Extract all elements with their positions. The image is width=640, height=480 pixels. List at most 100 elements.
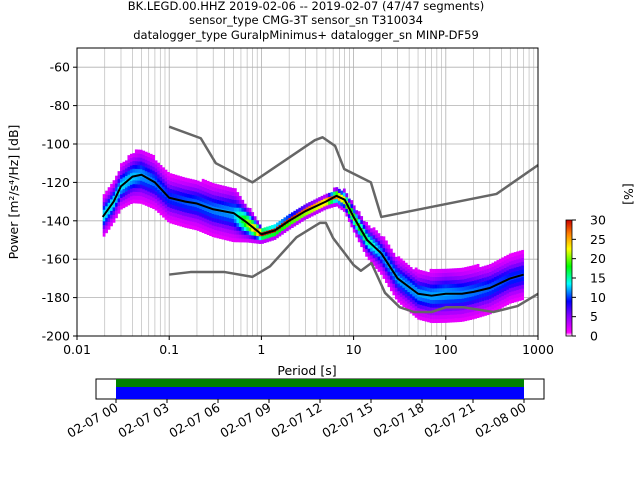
density-cell: [375, 260, 378, 266]
density-cell: [102, 194, 106, 199]
density-cell: [456, 287, 460, 292]
density-cell: [323, 202, 326, 207]
density-cell: [206, 200, 210, 205]
density-cell: [479, 297, 482, 302]
density-cell: [194, 210, 198, 215]
density-cell: [199, 227, 203, 232]
density-cell: [377, 256, 381, 261]
density-cell: [169, 203, 173, 209]
y-tick-label: -120: [42, 175, 70, 190]
x-tick-label: 100: [434, 342, 458, 357]
density-cell: [508, 299, 512, 304]
density-cell: [137, 187, 141, 193]
density-cell: [139, 195, 143, 200]
colorbar-tick-label: 0: [590, 329, 598, 344]
density-cell: [124, 187, 128, 192]
density-cell: [152, 154, 156, 160]
density-cell: [449, 303, 453, 308]
density-cell: [134, 157, 138, 162]
density-cell: [432, 311, 435, 316]
density-cell: [451, 295, 455, 300]
density-cell: [285, 215, 289, 220]
density-cell: [355, 229, 359, 234]
density-cell: [521, 276, 525, 281]
density-cell: [496, 260, 500, 265]
density-cell: [219, 188, 222, 193]
density-cell: [162, 182, 165, 187]
density-cell: [432, 272, 435, 277]
density-cell: [132, 168, 136, 173]
density-cell: [422, 286, 425, 291]
density-cell: [397, 283, 401, 288]
density-cell: [419, 316, 423, 321]
density-cell: [209, 197, 212, 202]
density-cell: [451, 268, 455, 273]
density-cell: [268, 225, 272, 230]
density-cell: [493, 261, 497, 266]
density-cell: [263, 238, 267, 244]
density-cell: [412, 299, 416, 305]
density-cell: [241, 226, 245, 231]
density-cell: [174, 201, 178, 206]
density-cell: [375, 230, 378, 235]
density-cell: [105, 225, 108, 230]
density-cell: [496, 294, 500, 299]
density-cell: [521, 257, 525, 262]
density-cell: [365, 229, 368, 234]
density-cell: [157, 178, 160, 183]
density-cell: [164, 177, 168, 182]
density-cell: [446, 303, 450, 308]
density-cell: [181, 188, 185, 193]
density-cell: [194, 191, 198, 196]
density-cell: [392, 260, 396, 265]
density-cell: [365, 248, 368, 253]
density-cell: [214, 199, 217, 204]
density-cell: [481, 277, 485, 282]
density-cell: [115, 210, 118, 215]
density-cell: [422, 312, 425, 318]
density-cell: [236, 207, 240, 212]
density-cell: [142, 166, 146, 171]
density-cell: [137, 157, 141, 162]
density-cell: [216, 234, 220, 239]
density-cell: [419, 273, 423, 279]
density-cell: [486, 295, 490, 300]
density-cell: [176, 217, 180, 222]
density-cell: [147, 183, 151, 188]
density-cell: [248, 215, 252, 220]
density-cell: [446, 318, 450, 323]
density-cell: [444, 276, 448, 281]
density-cell: [310, 200, 314, 205]
density-cell: [325, 197, 329, 202]
density-cell: [380, 259, 383, 264]
density-cell: [511, 256, 515, 261]
density-cell: [122, 192, 126, 197]
density-cell: [409, 297, 413, 302]
density-cell: [285, 223, 289, 228]
density-cell: [474, 276, 477, 281]
density-cell: [211, 206, 215, 211]
density-cell: [479, 278, 482, 283]
density-cell: [501, 295, 505, 300]
y-tick-label: -180: [42, 290, 70, 305]
density-cell: [456, 306, 460, 311]
density-cell: [414, 294, 418, 299]
density-cell: [385, 267, 388, 272]
density-cell: [159, 165, 163, 170]
density-cell: [191, 183, 195, 188]
density-cell: [271, 232, 274, 237]
density-cell: [325, 193, 329, 198]
density-cell: [399, 300, 403, 305]
density-cell: [513, 271, 517, 276]
density-cell: [357, 226, 361, 231]
density-cell: [503, 283, 507, 288]
density-cell: [233, 234, 237, 239]
density-cell: [513, 298, 517, 303]
density-cell: [466, 316, 470, 321]
density-cell: [308, 213, 312, 218]
density-cell: [342, 200, 346, 205]
density-cell: [243, 207, 247, 212]
density-cell: [199, 220, 203, 225]
density-cell: [191, 179, 195, 184]
density-cell: [422, 282, 425, 287]
